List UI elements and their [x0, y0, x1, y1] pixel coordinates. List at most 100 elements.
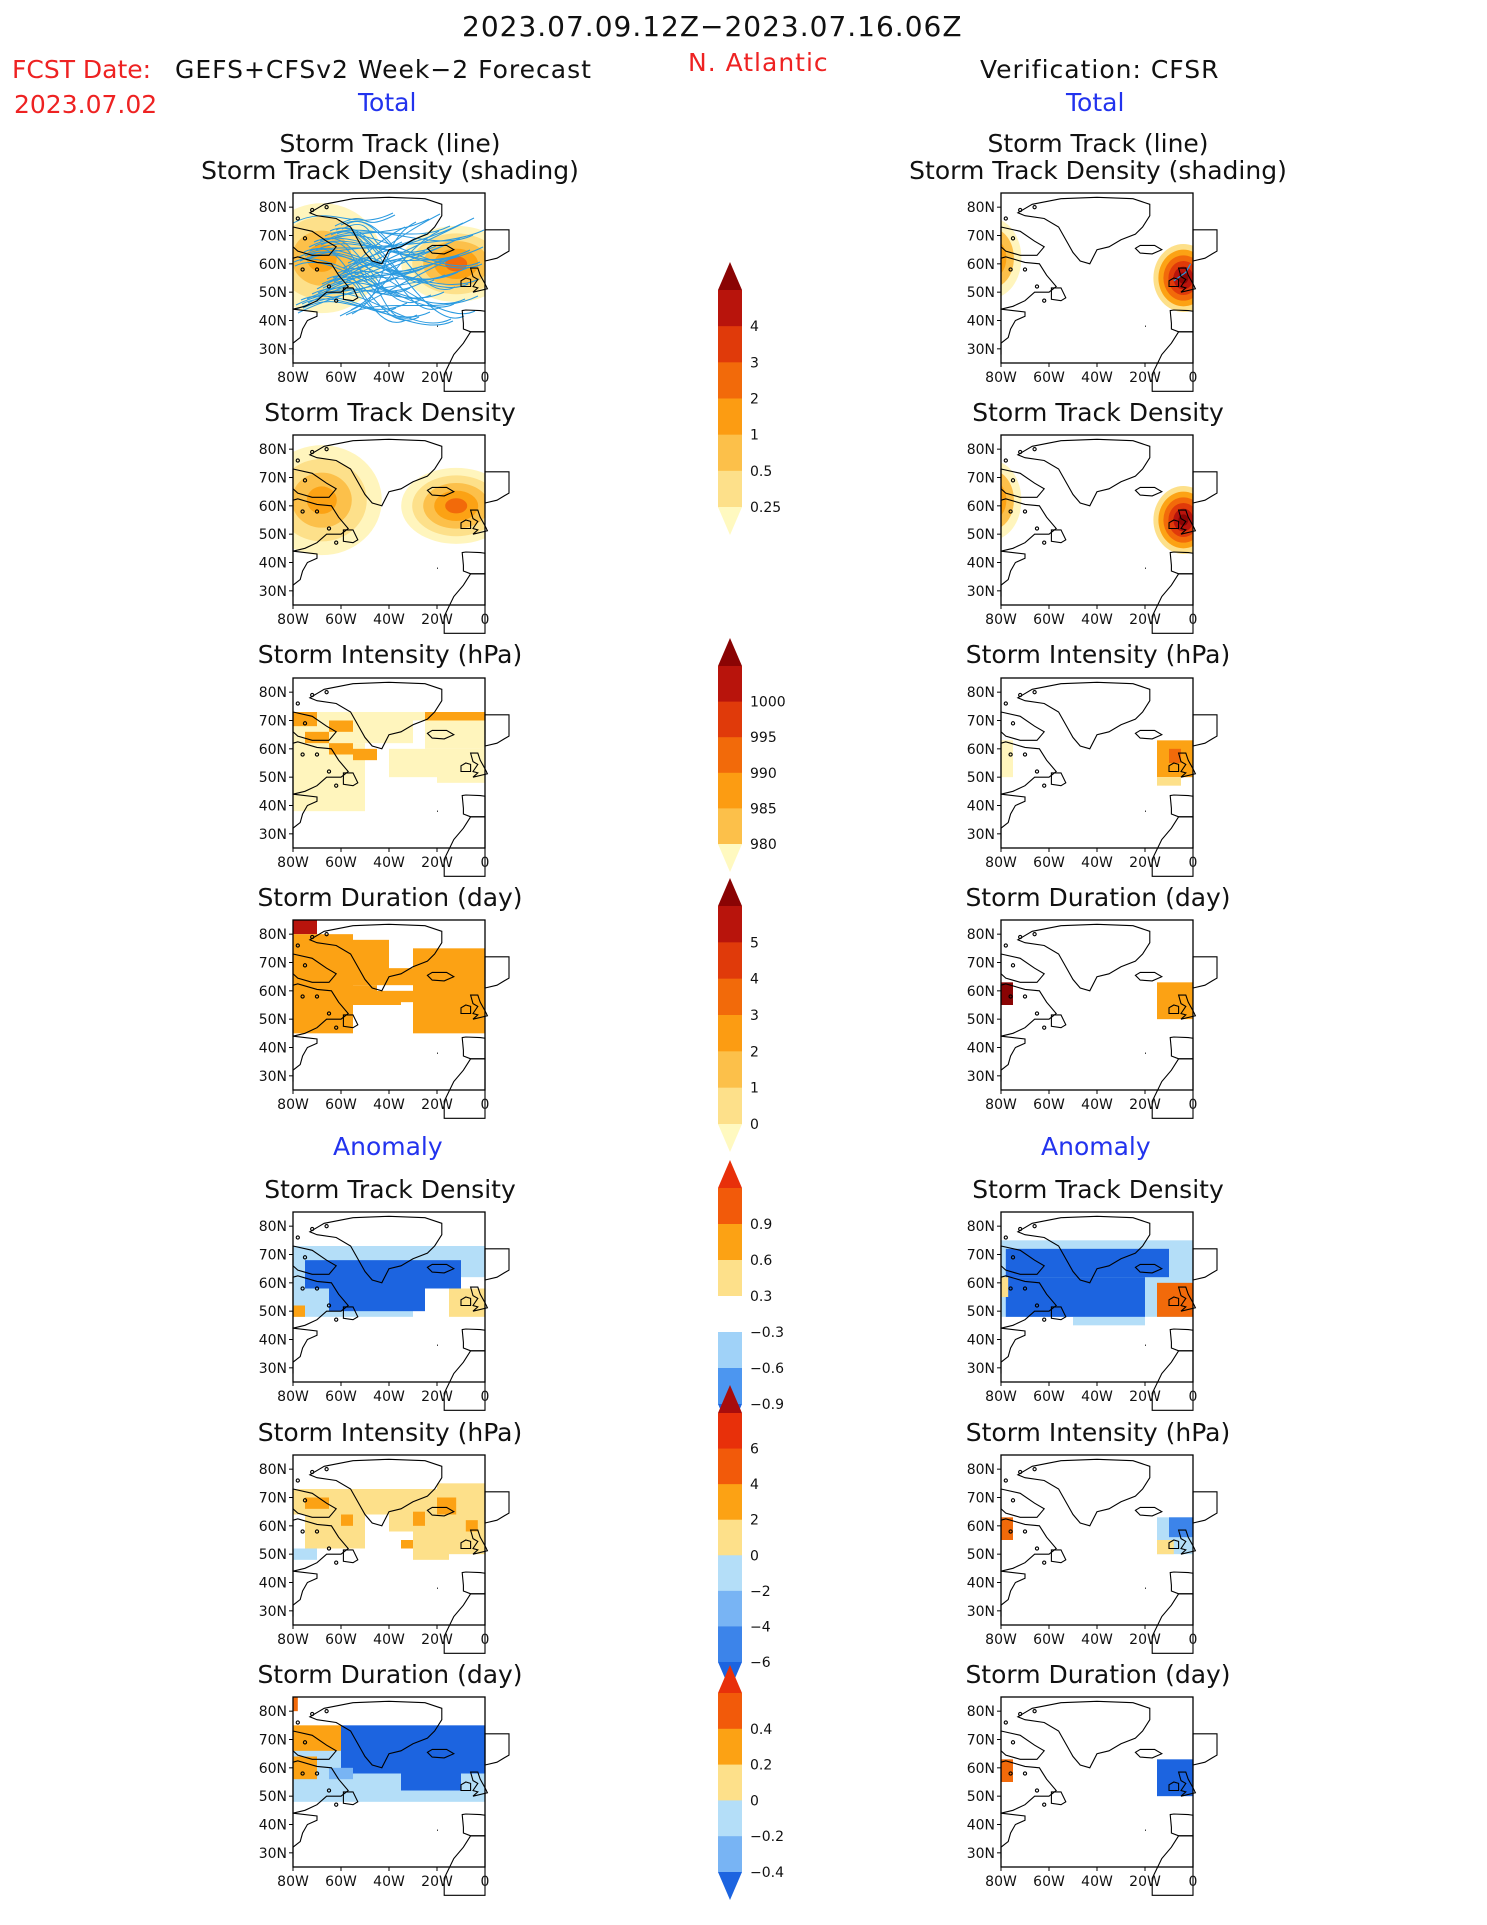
lat-tick-label: 80N	[967, 685, 995, 701]
lon-tick-label: 60W	[1033, 370, 1065, 386]
title-anom-intensity-left: Storm Intensity (hPa)	[257, 1418, 523, 1447]
colorbar-tick-label: 995	[750, 730, 777, 746]
lon-tick-label: 0	[481, 1097, 490, 1113]
lon-tick-label: 20W	[1129, 855, 1161, 871]
lat-tick-label: 50N	[259, 285, 287, 301]
lat-tick-label: 60N	[967, 984, 995, 1000]
lon-tick-label: 0	[1189, 1097, 1198, 1113]
lat-tick-label: 60N	[967, 742, 995, 758]
lat-tick-label: 50N	[259, 527, 287, 543]
lon-tick-label: 40W	[1081, 855, 1113, 871]
lat-tick-label: 70N	[259, 471, 287, 487]
lon-tick-label: 40W	[1081, 1097, 1113, 1113]
colorbar-tick-label: −6	[750, 1655, 771, 1671]
lat-tick-label: 30N	[967, 1846, 995, 1862]
lat-tick-label: 50N	[259, 1789, 287, 1805]
map-shading	[293, 203, 485, 326]
map-forecast-anom-density: 80N 70N 60N 50N 40N 30N 80W 60W 40W 20W 0	[245, 1211, 510, 1417]
lon-tick-label: 40W	[373, 1632, 405, 1648]
lon-tick-label: 0	[1189, 612, 1198, 628]
lat-tick-label: 60N	[259, 742, 287, 758]
lon-tick-label: 60W	[325, 1389, 357, 1405]
lon-tick-label: 40W	[373, 1389, 405, 1405]
lat-tick-label: 30N	[967, 1361, 995, 1377]
lon-tick-label: 80W	[985, 1874, 1017, 1890]
coastline	[1000, 1458, 1218, 1654]
colorbar-tick-label: −0.2	[750, 1829, 784, 1845]
map-shading	[1001, 1759, 1193, 1797]
lat-tick-label: 80N	[967, 1704, 995, 1720]
map-shading	[1001, 220, 1193, 312]
map-shading	[293, 445, 485, 556]
lon-tick-label: 40W	[1081, 370, 1113, 386]
colorbar-tick-label: 0.9	[750, 1217, 772, 1233]
colorbar-intensity-anom: 6 4 2 0 −2 −4 −6	[718, 1385, 818, 1704]
map-verif-track-density: 80N 70N 60N 50N 40N 30N 80W 60W 40W 20W 0	[953, 434, 1218, 640]
lon-tick-label: 0	[1189, 1389, 1198, 1405]
lat-tick-label: 40N	[259, 314, 287, 330]
colorbar-tick-label: 0.5	[750, 464, 772, 480]
lat-tick-label: 70N	[259, 1733, 287, 1749]
lat-tick-label: 30N	[259, 1361, 287, 1377]
colorbar-tick-label: 0.6	[750, 1253, 772, 1269]
lon-tick-label: 20W	[421, 1632, 453, 1648]
lat-tick-label: 40N	[967, 799, 995, 815]
map-shading	[293, 1697, 485, 1802]
map-shading	[293, 712, 485, 812]
lon-tick-label: 60W	[325, 1097, 357, 1113]
lat-tick-label: 30N	[259, 1604, 287, 1620]
lon-tick-label: 20W	[1129, 612, 1161, 628]
lat-tick-label: 40N	[967, 314, 995, 330]
lat-tick-label: 30N	[259, 827, 287, 843]
map-shading	[1001, 740, 1193, 786]
lat-tick-label: 60N	[967, 1276, 995, 1292]
lon-tick-label: 20W	[1129, 1632, 1161, 1648]
lat-tick-label: 40N	[259, 799, 287, 815]
colorbar-tick-label: −0.3	[750, 1325, 784, 1341]
lat-tick-label: 40N	[259, 556, 287, 572]
lon-tick-label: 60W	[1033, 612, 1065, 628]
map-shading	[1001, 1240, 1193, 1326]
lon-tick-label: 40W	[1081, 1632, 1113, 1648]
title-duration-left: Storm Duration (day)	[257, 883, 523, 912]
lon-tick-label: 0	[1189, 855, 1198, 871]
lon-tick-label: 80W	[985, 370, 1017, 386]
lon-tick-label: 20W	[421, 612, 453, 628]
lon-tick-label: 0	[481, 855, 490, 871]
map-shading	[293, 1483, 485, 1560]
lon-tick-label: 80W	[277, 1389, 309, 1405]
colorbar-tick-label: 0.3	[750, 1289, 772, 1305]
map-shading	[1001, 982, 1193, 1020]
map-forecast-duration: 80N 70N 60N 50N 40N 30N 80W 60W 40W 20W 0	[245, 919, 510, 1125]
colorbar-tick-label: −0.6	[750, 1361, 784, 1377]
lat-tick-label: 80N	[259, 1219, 287, 1235]
map-shading	[1001, 462, 1193, 554]
lat-tick-label: 60N	[967, 1761, 995, 1777]
lon-tick-label: 20W	[421, 1097, 453, 1113]
verification-label: Verification: CFSR	[980, 55, 1220, 84]
forecast-period: 2023.07.09.12Z−2023.07.16.06Z	[462, 10, 963, 43]
colorbar-tick-label: 4	[750, 319, 759, 335]
colorbar-tick-label: 4	[750, 972, 759, 988]
colorbar-tick-label: 985	[750, 801, 777, 817]
lat-tick-label: 40N	[259, 1576, 287, 1592]
lat-tick-label: 60N	[259, 499, 287, 515]
lat-tick-label: 80N	[967, 442, 995, 458]
lat-tick-label: 80N	[967, 1462, 995, 1478]
lat-tick-label: 70N	[967, 1733, 995, 1749]
colorbar-tick-label: 2	[750, 1513, 759, 1529]
lon-tick-label: 60W	[325, 855, 357, 871]
anomaly-label-left: Anomaly	[333, 1132, 443, 1161]
lon-tick-label: 40W	[373, 1874, 405, 1890]
lon-tick-label: 20W	[421, 855, 453, 871]
anomaly-label-right: Anomaly	[1041, 1132, 1151, 1161]
lat-tick-label: 70N	[967, 1491, 995, 1507]
lat-tick-label: 50N	[967, 527, 995, 543]
colorbar-track-density-total: 4 3 2 1 0.5 0.25	[718, 262, 818, 549]
title-anom-track-density-left: Storm Track Density	[264, 1175, 516, 1204]
lon-tick-label: 60W	[325, 612, 357, 628]
colorbar-tick-label: 0	[750, 1548, 759, 1564]
coastline	[1000, 1700, 1218, 1896]
lon-tick-label: 0	[1189, 370, 1198, 386]
fcst-date-label: FCST Date:	[12, 55, 152, 84]
